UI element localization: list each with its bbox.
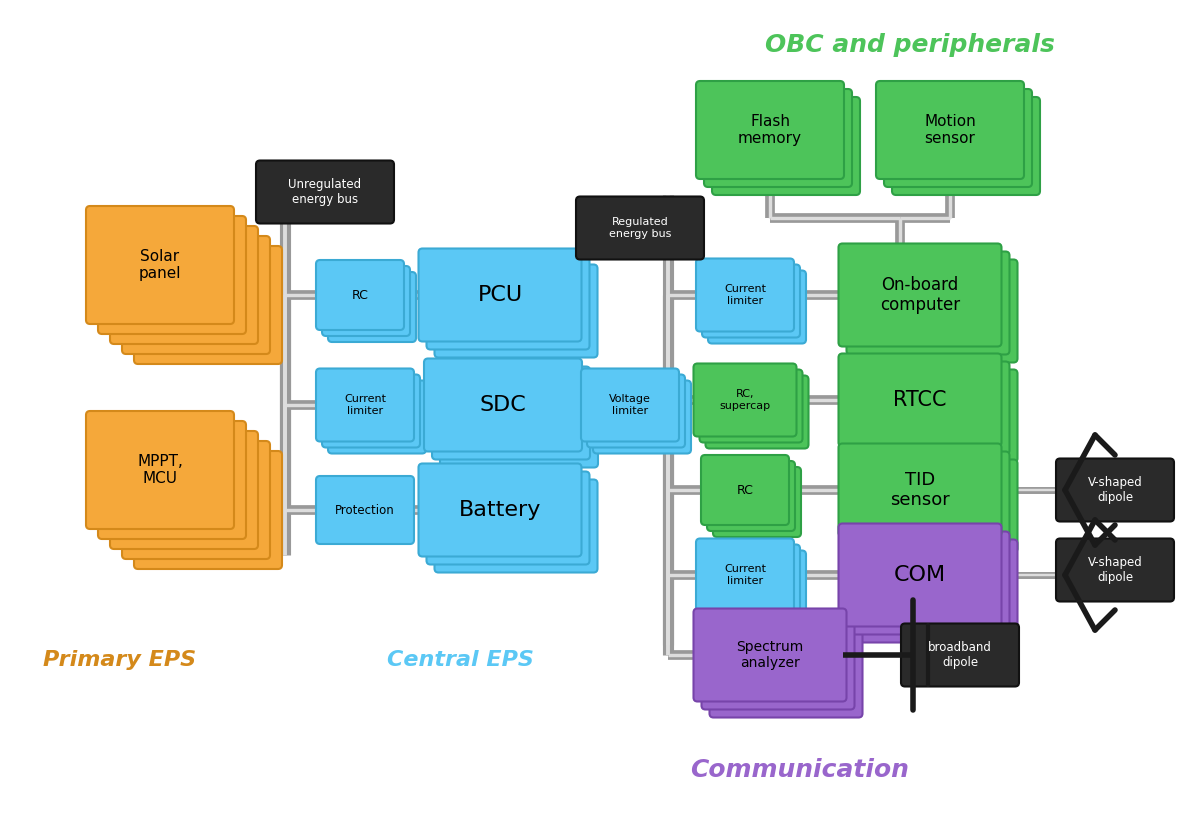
FancyBboxPatch shape bbox=[846, 452, 1009, 544]
Text: V-shaped
dipole: V-shaped dipole bbox=[1087, 556, 1142, 584]
FancyBboxPatch shape bbox=[839, 354, 1002, 447]
Text: Current
limiter: Current limiter bbox=[724, 564, 766, 586]
Text: Motion
sensor: Motion sensor bbox=[924, 114, 976, 146]
Text: Battery: Battery bbox=[458, 500, 541, 520]
Text: TID
sensor: TID sensor bbox=[890, 470, 950, 509]
FancyBboxPatch shape bbox=[854, 460, 1018, 553]
FancyBboxPatch shape bbox=[122, 441, 270, 559]
FancyBboxPatch shape bbox=[712, 97, 860, 195]
Text: Current
limiter: Current limiter bbox=[344, 394, 386, 416]
FancyBboxPatch shape bbox=[846, 531, 1009, 635]
FancyBboxPatch shape bbox=[122, 236, 270, 354]
Text: Central EPS: Central EPS bbox=[386, 650, 534, 670]
FancyBboxPatch shape bbox=[709, 624, 863, 717]
FancyBboxPatch shape bbox=[701, 455, 790, 525]
FancyBboxPatch shape bbox=[419, 249, 582, 341]
Text: broadband
dipole: broadband dipole bbox=[928, 641, 992, 669]
FancyBboxPatch shape bbox=[696, 81, 844, 179]
FancyBboxPatch shape bbox=[706, 376, 809, 448]
FancyBboxPatch shape bbox=[854, 369, 1018, 462]
FancyBboxPatch shape bbox=[322, 266, 410, 336]
FancyBboxPatch shape bbox=[322, 375, 420, 447]
FancyBboxPatch shape bbox=[440, 375, 598, 468]
FancyBboxPatch shape bbox=[110, 226, 258, 344]
FancyBboxPatch shape bbox=[316, 260, 404, 330]
FancyBboxPatch shape bbox=[587, 375, 685, 447]
FancyBboxPatch shape bbox=[86, 411, 234, 529]
FancyBboxPatch shape bbox=[434, 479, 598, 572]
Text: MPPT,
MCU: MPPT, MCU bbox=[137, 454, 182, 487]
FancyBboxPatch shape bbox=[694, 363, 797, 437]
FancyBboxPatch shape bbox=[707, 461, 796, 531]
Text: RC,
supercap: RC, supercap bbox=[720, 390, 770, 411]
FancyBboxPatch shape bbox=[98, 421, 246, 539]
FancyBboxPatch shape bbox=[696, 539, 794, 611]
FancyBboxPatch shape bbox=[708, 271, 806, 343]
Text: Communication: Communication bbox=[690, 758, 910, 782]
FancyBboxPatch shape bbox=[694, 609, 846, 702]
Text: Voltage
limiter: Voltage limiter bbox=[610, 394, 650, 416]
FancyBboxPatch shape bbox=[134, 246, 282, 364]
FancyBboxPatch shape bbox=[839, 523, 1002, 627]
Text: Current
limiter: Current limiter bbox=[724, 284, 766, 306]
FancyBboxPatch shape bbox=[704, 89, 852, 187]
FancyBboxPatch shape bbox=[839, 244, 1002, 346]
Text: V-shaped
dipole: V-shaped dipole bbox=[1087, 476, 1142, 504]
FancyBboxPatch shape bbox=[854, 540, 1018, 642]
Text: On-board
computer: On-board computer bbox=[880, 275, 960, 315]
FancyBboxPatch shape bbox=[256, 161, 394, 223]
FancyBboxPatch shape bbox=[576, 196, 704, 259]
FancyBboxPatch shape bbox=[432, 367, 590, 460]
Text: Primary EPS: Primary EPS bbox=[43, 650, 197, 670]
FancyBboxPatch shape bbox=[419, 464, 582, 557]
Text: SDC: SDC bbox=[480, 395, 527, 415]
FancyBboxPatch shape bbox=[98, 216, 246, 334]
FancyBboxPatch shape bbox=[593, 381, 691, 453]
FancyBboxPatch shape bbox=[426, 257, 589, 350]
FancyBboxPatch shape bbox=[86, 206, 234, 324]
FancyBboxPatch shape bbox=[839, 443, 1002, 536]
Text: Protection: Protection bbox=[335, 504, 395, 517]
Text: Spectrum
analyzer: Spectrum analyzer bbox=[737, 640, 804, 670]
Text: Flash
memory: Flash memory bbox=[738, 114, 802, 146]
FancyBboxPatch shape bbox=[581, 368, 679, 442]
FancyBboxPatch shape bbox=[846, 252, 1009, 355]
Text: RTCC: RTCC bbox=[893, 390, 947, 410]
FancyBboxPatch shape bbox=[901, 623, 1019, 686]
FancyBboxPatch shape bbox=[424, 359, 582, 452]
FancyBboxPatch shape bbox=[434, 265, 598, 358]
FancyBboxPatch shape bbox=[426, 472, 589, 565]
FancyBboxPatch shape bbox=[110, 431, 258, 549]
FancyBboxPatch shape bbox=[854, 259, 1018, 363]
FancyBboxPatch shape bbox=[316, 368, 414, 442]
FancyBboxPatch shape bbox=[702, 616, 854, 710]
Text: Unregulated
energy bus: Unregulated energy bus bbox=[288, 178, 361, 206]
Text: RC: RC bbox=[737, 483, 754, 496]
FancyBboxPatch shape bbox=[892, 97, 1040, 195]
FancyBboxPatch shape bbox=[708, 550, 806, 623]
Text: RC: RC bbox=[352, 289, 368, 302]
FancyBboxPatch shape bbox=[1056, 539, 1174, 601]
FancyBboxPatch shape bbox=[316, 476, 414, 544]
FancyBboxPatch shape bbox=[702, 265, 800, 337]
FancyBboxPatch shape bbox=[1056, 459, 1174, 522]
FancyBboxPatch shape bbox=[696, 258, 794, 332]
Text: OBC and peripherals: OBC and peripherals bbox=[766, 33, 1055, 57]
FancyBboxPatch shape bbox=[328, 272, 416, 342]
Text: COM: COM bbox=[894, 565, 946, 585]
Text: Regulated
energy bus: Regulated energy bus bbox=[608, 218, 671, 239]
FancyBboxPatch shape bbox=[700, 369, 803, 443]
FancyBboxPatch shape bbox=[884, 89, 1032, 187]
FancyBboxPatch shape bbox=[134, 451, 282, 569]
Text: PCU: PCU bbox=[478, 285, 522, 305]
Text: Solar
panel: Solar panel bbox=[139, 249, 181, 281]
FancyBboxPatch shape bbox=[713, 467, 802, 537]
FancyBboxPatch shape bbox=[846, 362, 1009, 455]
FancyBboxPatch shape bbox=[702, 544, 800, 618]
FancyBboxPatch shape bbox=[328, 381, 426, 453]
FancyBboxPatch shape bbox=[876, 81, 1024, 179]
